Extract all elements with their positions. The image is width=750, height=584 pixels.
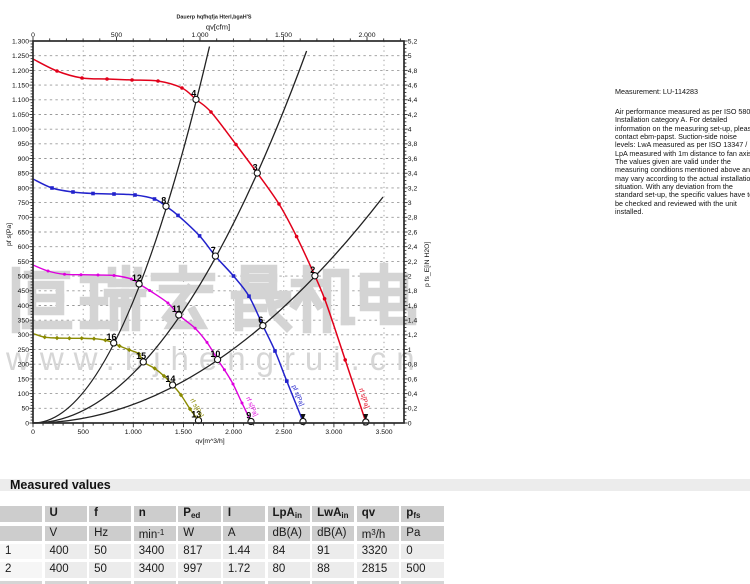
svg-text:1.000: 1.000 xyxy=(125,429,142,436)
svg-text:350: 350 xyxy=(18,318,30,325)
svg-text:3,2: 3,2 xyxy=(408,185,418,192)
svg-text:400: 400 xyxy=(18,303,30,310)
svg-text:8: 8 xyxy=(161,196,166,206)
svg-text:13: 13 xyxy=(191,410,201,420)
svg-text:750: 750 xyxy=(18,200,30,207)
svg-text:1.500: 1.500 xyxy=(175,429,192,436)
svg-text:3: 3 xyxy=(253,162,258,172)
svg-text:450: 450 xyxy=(18,288,30,295)
svg-text:4,6: 4,6 xyxy=(408,83,418,90)
svg-text:qv[m^3/h]: qv[m^3/h] xyxy=(195,438,224,445)
svg-text:100: 100 xyxy=(18,391,30,398)
svg-text:0,8: 0,8 xyxy=(408,362,418,369)
svg-text:4: 4 xyxy=(191,89,196,99)
svg-text:1.500: 1.500 xyxy=(275,32,292,39)
svg-text:1.250: 1.250 xyxy=(12,53,29,60)
svg-text:1,4: 1,4 xyxy=(408,318,418,325)
svg-text:12: 12 xyxy=(132,273,142,283)
svg-text:1.150: 1.150 xyxy=(12,83,29,90)
svg-text:2: 2 xyxy=(310,265,315,275)
svg-text:1: 1 xyxy=(408,347,412,354)
svg-text:1,6: 1,6 xyxy=(408,303,418,310)
svg-text:15: 15 xyxy=(136,351,146,361)
svg-text:2: 2 xyxy=(408,274,412,281)
svg-text:3,6: 3,6 xyxy=(408,156,418,163)
svg-text:14: 14 xyxy=(165,374,175,384)
svg-text:1.300: 1.300 xyxy=(12,38,29,45)
svg-text:1.000: 1.000 xyxy=(12,127,29,134)
svg-text:500: 500 xyxy=(111,32,123,39)
svg-text:1.000: 1.000 xyxy=(191,32,208,39)
svg-text:2.000: 2.000 xyxy=(225,429,242,436)
svg-text:qv[cfm]: qv[cfm] xyxy=(206,23,230,32)
svg-text:2,2: 2,2 xyxy=(408,259,418,266)
svg-text:150: 150 xyxy=(18,376,30,383)
svg-text:1.100: 1.100 xyxy=(12,97,29,104)
svg-text:0: 0 xyxy=(31,32,35,39)
svg-text:10: 10 xyxy=(210,349,220,359)
svg-text:250: 250 xyxy=(18,347,30,354)
svg-text:850: 850 xyxy=(18,171,30,178)
svg-text:rf s[Pa]: rf s[Pa] xyxy=(357,387,370,409)
svg-text:200: 200 xyxy=(18,362,30,369)
svg-text:1,2: 1,2 xyxy=(408,332,418,339)
svg-text:3: 3 xyxy=(408,200,412,207)
svg-text:2,4: 2,4 xyxy=(408,244,418,251)
svg-text:2.500: 2.500 xyxy=(275,429,292,436)
svg-text:0,2: 0,2 xyxy=(408,406,418,413)
svg-text:500: 500 xyxy=(78,429,90,436)
svg-text:700: 700 xyxy=(18,215,30,222)
svg-text:1.050: 1.050 xyxy=(12,112,29,119)
svg-text:p fs_E[iN H2O]: p fs_E[iN H2O] xyxy=(424,242,431,287)
svg-text:2,8: 2,8 xyxy=(408,215,418,222)
svg-text:4,8: 4,8 xyxy=(408,68,418,75)
svg-text:9: 9 xyxy=(246,411,251,421)
svg-text:3.000: 3.000 xyxy=(325,429,342,436)
svg-text:0,4: 0,4 xyxy=(408,391,418,398)
svg-text:550: 550 xyxy=(18,259,30,266)
svg-text:5,2: 5,2 xyxy=(408,38,418,45)
svg-text:0: 0 xyxy=(31,429,35,436)
svg-text:600: 600 xyxy=(18,244,30,251)
svg-text:4,4: 4,4 xyxy=(408,97,418,104)
svg-text:2.000: 2.000 xyxy=(358,32,375,39)
svg-text:50: 50 xyxy=(21,406,29,413)
svg-text:11: 11 xyxy=(172,304,182,314)
svg-text:4: 4 xyxy=(408,127,412,134)
svg-text:4,2: 4,2 xyxy=(408,112,418,119)
svg-text:950: 950 xyxy=(18,141,30,148)
svg-text:pf s[Pa]: pf s[Pa] xyxy=(6,223,13,246)
svg-text:0,6: 0,6 xyxy=(408,376,418,383)
svg-text:3,4: 3,4 xyxy=(408,171,418,178)
svg-text:3,8: 3,8 xyxy=(408,141,418,148)
svg-text:300: 300 xyxy=(18,332,30,339)
svg-text:1,8: 1,8 xyxy=(408,288,418,295)
svg-text:6: 6 xyxy=(258,315,263,325)
svg-text:16: 16 xyxy=(106,332,116,342)
svg-text:5: 5 xyxy=(408,53,412,60)
svg-text:Dauerp hqfhqfja Hterl,bgaH'S: Dauerp hqfhqfja Hterl,bgaH'S xyxy=(177,15,252,21)
svg-text:7: 7 xyxy=(211,245,216,255)
svg-text:2,6: 2,6 xyxy=(408,229,418,236)
svg-text:650: 650 xyxy=(18,229,30,236)
svg-text:800: 800 xyxy=(18,185,30,192)
svg-text:3.500: 3.500 xyxy=(376,429,393,436)
svg-text:900: 900 xyxy=(18,156,30,163)
svg-text:0: 0 xyxy=(25,420,29,427)
svg-text:0: 0 xyxy=(408,420,412,427)
svg-text:1.200: 1.200 xyxy=(12,68,29,75)
svg-text:500: 500 xyxy=(18,274,30,281)
